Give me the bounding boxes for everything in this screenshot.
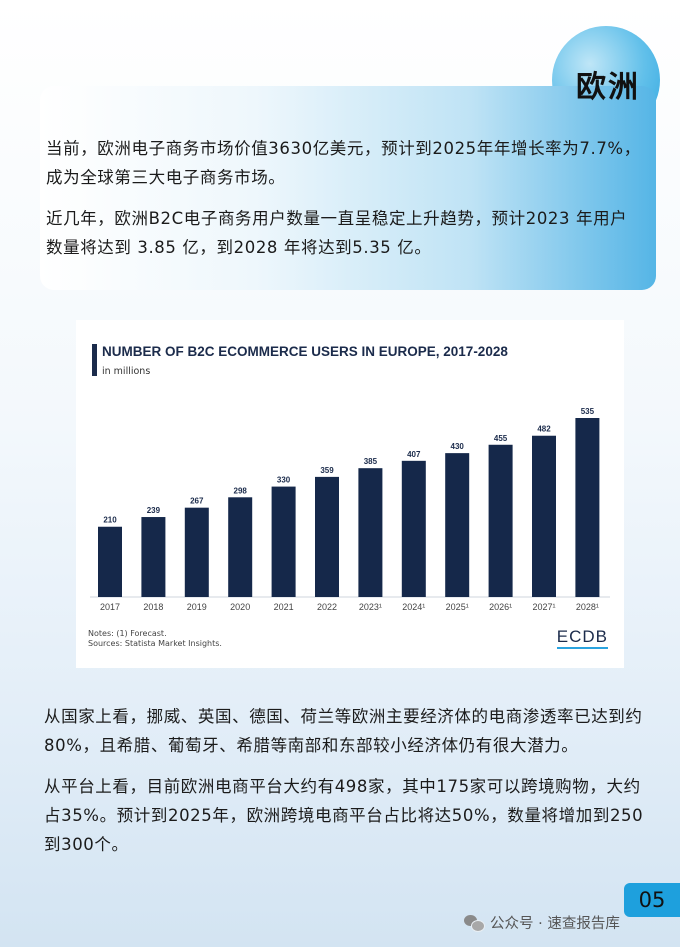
x-tick-label-9: 2026¹ [489, 602, 512, 612]
bar-1 [141, 517, 166, 597]
x-tick-label-3: 2020 [230, 602, 250, 612]
page-number: 05 [624, 883, 680, 917]
bar-0 [98, 526, 122, 597]
chart-subtitle: in millions [102, 366, 151, 377]
chart-notes: Notes: (1) Forecast. Sources: Statista M… [88, 629, 222, 649]
bar-value-label-4: 330 [277, 476, 291, 485]
intro-panel: 当前，欧洲电子商务市场价值3630亿美元，预计到2025年年增长率为7.7%，成… [40, 86, 656, 290]
bar-8 [445, 453, 470, 597]
chart-title-accent [92, 344, 97, 376]
x-tick-label-11: 2028¹ [576, 602, 599, 612]
chart-note-source: Sources: Statista Market Insights. [88, 639, 222, 648]
body-paragraph-platforms: 从平台上看，目前欧洲电商平台大约有498家，其中175家可以跨境购物，大约占35… [44, 777, 644, 854]
source-credit-text: 公众号 · 速查报告库 [490, 916, 620, 932]
bar-value-label-11: 535 [581, 407, 595, 416]
bar-11 [575, 418, 600, 597]
x-tick-label-10: 2027¹ [532, 602, 555, 612]
bar-value-label-9: 455 [494, 434, 508, 443]
bar-7 [401, 460, 426, 597]
source-credit: 公众号 · 速查报告库 [464, 912, 620, 933]
bar-6 [358, 468, 383, 597]
bar-3 [228, 497, 253, 597]
x-tick-label-6: 2023¹ [359, 602, 382, 612]
x-tick-label-8: 2025¹ [446, 602, 469, 612]
bar-value-label-8: 430 [451, 442, 465, 451]
bar-value-label-7: 407 [407, 450, 421, 459]
x-tick-label-0: 2017 [100, 602, 120, 612]
bar-value-label-5: 359 [320, 466, 334, 475]
bar-2 [184, 507, 209, 597]
bar-value-label-2: 267 [190, 497, 204, 506]
bar-4 [271, 486, 296, 597]
body-paragraph-countries: 从国家上看，挪威、英国、德国、荷兰等欧洲主要经济体的电商渗透率已达到约80%，且… [44, 707, 643, 755]
x-tick-label-5: 2022 [317, 602, 337, 612]
chart-card: NUMBER OF B2C ECOMMERCE USERS IN EUROPE,… [76, 320, 624, 668]
x-tick-label-7: 2024¹ [402, 602, 425, 612]
wechat-icon [464, 914, 485, 932]
bar-value-label-10: 482 [537, 425, 551, 434]
bar-10 [532, 435, 556, 597]
bar-chart: 210 2017 239 2018 267 2019 298 2020 330 2021 359 20… [90, 407, 610, 612]
ecdb-logo: ECDB [556, 627, 608, 649]
chart-note-forecast: Notes: (1) Forecast. [88, 629, 167, 638]
bar-value-label-3: 298 [234, 486, 248, 495]
bar-value-label-6: 385 [364, 457, 378, 466]
intro-paragraph-2: 近几年，欧洲B2C电子商务用户数量一直呈稳定上升趋势，预计2023 年用户数量将… [46, 209, 628, 257]
chart-title: NUMBER OF B2C ECOMMERCE USERS IN EUROPE,… [102, 344, 508, 359]
bar-9 [488, 444, 513, 597]
intro-paragraph-1: 当前，欧洲电子商务市场价值3630亿美元，预计到2025年年增长率为7.7%，成… [46, 139, 641, 187]
x-tick-label-2: 2019 [187, 602, 207, 612]
bar-value-label-0: 210 [103, 516, 117, 525]
body-text: 从国家上看，挪威、英国、德国、荷兰等欧洲主要经济体的电商渗透率已达到约80%，且… [44, 702, 648, 871]
x-tick-label-4: 2021 [274, 602, 294, 612]
section-title: 欧洲 [576, 70, 640, 105]
bar-5 [315, 476, 339, 597]
x-tick-label-1: 2018 [143, 602, 163, 612]
bar-value-label-1: 239 [147, 506, 161, 515]
